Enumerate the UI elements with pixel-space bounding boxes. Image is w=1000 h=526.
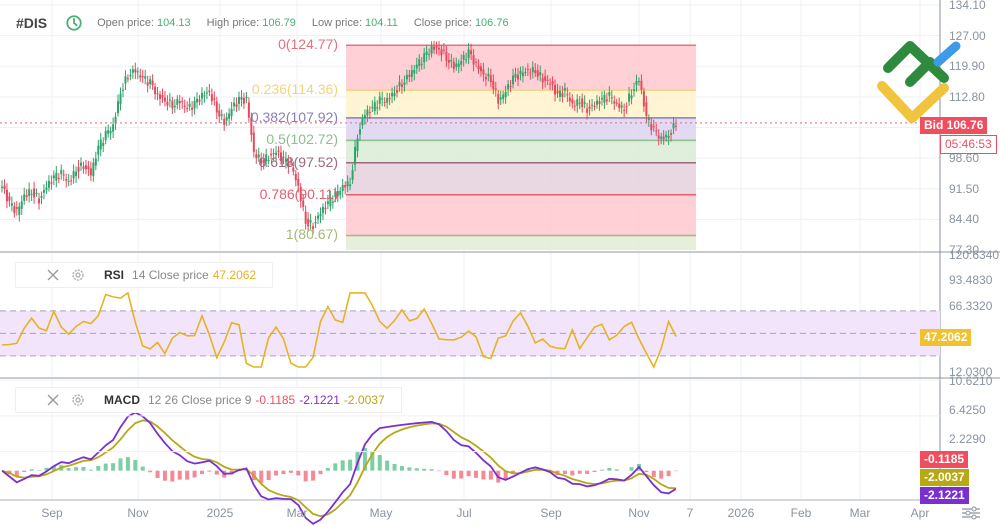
high-price-value: 106.79: [262, 17, 296, 29]
time-tick: May: [369, 506, 393, 520]
time-tick: Mar: [286, 506, 308, 520]
macd-tick: 6.4250: [949, 403, 986, 417]
open-price-value: 104.13: [157, 17, 191, 29]
close-macd-icon[interactable]: [46, 393, 60, 407]
macd-tag: -2.1221: [920, 487, 969, 504]
rsi-name: RSI: [104, 268, 125, 282]
time-tick: Nov: [127, 506, 149, 520]
price-tick: 119.90: [949, 59, 985, 74]
sliders-icon[interactable]: [960, 505, 982, 521]
rsi-value-tag: 47.2062: [920, 329, 972, 346]
symbol-label[interactable]: #DIS: [16, 15, 48, 31]
fib-level-label: 1(80.67): [285, 226, 338, 243]
chart-header: #DIS Open price: 104.13 High price: 106.…: [0, 10, 525, 36]
time-tick: Mar: [849, 506, 871, 520]
rsi-legend: RSI 14 Close price 47.2062: [15, 262, 274, 288]
price-tick: 98.60: [949, 151, 980, 166]
time-tick: Sep: [540, 506, 562, 520]
time-tick: Jul: [456, 506, 472, 520]
fib-level-label: 0.5(102.72): [266, 131, 338, 148]
fib-level-label: 0.786(90.11): [259, 185, 338, 202]
time-tick: 2025: [206, 506, 234, 520]
macd-line-value: -2.1221: [299, 393, 340, 407]
macd-tick: 10.6210: [949, 374, 993, 388]
macd-tag: -0.1185: [920, 451, 969, 468]
price-tick: 134.10: [949, 0, 986, 12]
time-tick: Feb: [790, 506, 812, 520]
open-price-label: Open price:: [97, 17, 154, 29]
fib-level-label: 0.618(97.52): [258, 153, 338, 170]
rsi-value: 47.2062: [212, 268, 257, 282]
price-tick: 112.80: [949, 89, 985, 104]
rsi-tick: 12.0300: [949, 365, 993, 379]
clock-icon[interactable]: [65, 14, 83, 32]
close-price-value: 106.76: [474, 17, 509, 29]
close-price-label: Close price:: [413, 17, 472, 29]
macd-params: 12 26 Close price 9: [148, 393, 252, 407]
high-price-label: High price:: [206, 17, 260, 29]
rsi-settings-gear-icon[interactable]: [70, 267, 86, 283]
close-rsi-icon[interactable]: [46, 268, 60, 282]
time-tick: Nov: [628, 506, 650, 520]
macd-tick: 2.2290: [949, 432, 986, 446]
rsi-tick: 66.3320: [949, 299, 993, 313]
price-tick: 91.50: [949, 181, 980, 196]
macd-name: MACD: [104, 393, 140, 407]
time-tick: Apr: [910, 506, 930, 520]
time-tick: 2026: [727, 506, 755, 520]
rsi-params: 14 Close price: [132, 268, 209, 282]
low-price-value: 104.11: [365, 17, 398, 29]
macd-legend: MACD 12 26 Close price 9 -0.1185 -2.1221…: [15, 387, 402, 413]
fib-level-label: 0(124.77): [278, 36, 338, 53]
time-tick: 7: [686, 506, 694, 520]
macd-settings-gear-icon[interactable]: [70, 392, 86, 408]
macd-signal-value: -2.0037: [343, 393, 385, 407]
fib-level-label: 0.236(114.36): [251, 81, 338, 98]
price-tick: 84.40: [949, 212, 980, 227]
litefinance-logo: [877, 41, 961, 123]
low-price-label: Low price:: [311, 17, 363, 29]
rsi-tick: 93.4830: [949, 273, 993, 287]
macd-tag: -2.0037: [920, 469, 969, 486]
price-tick: 77.30: [949, 243, 980, 257]
time-tick: Sep: [41, 506, 63, 520]
macd-hist-value: -0.1185: [255, 393, 296, 407]
rsi-tick: 120.6340: [949, 248, 1000, 262]
countdown-timer-tag: 05:46:53: [940, 135, 997, 154]
fib-level-label: 0.382(107.92): [250, 108, 338, 125]
bid-price-tag: Bid 106.76: [920, 117, 988, 134]
price-tick: 127.00: [949, 28, 986, 43]
